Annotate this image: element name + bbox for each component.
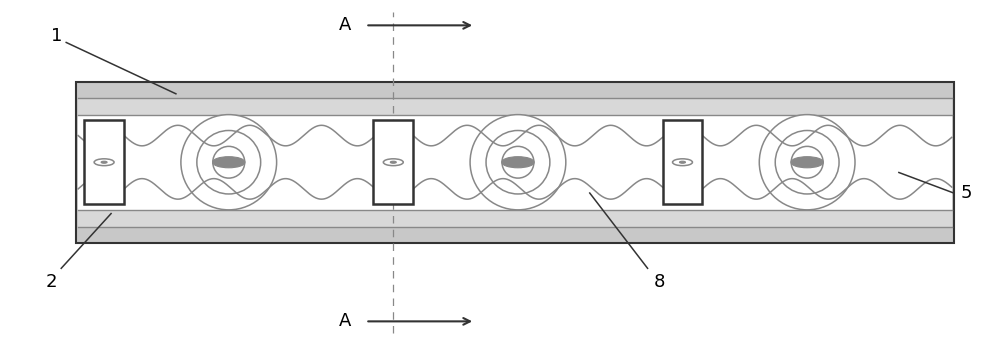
Bar [663,120,702,204]
Circle shape [383,159,403,166]
Circle shape [390,161,396,163]
Ellipse shape [775,130,839,194]
Text: 8: 8 [654,273,665,291]
Text: A: A [339,312,352,331]
Ellipse shape [181,115,277,210]
Ellipse shape [502,157,534,168]
Bar [373,120,413,204]
Bar [84,120,124,204]
Circle shape [680,161,685,163]
Text: A: A [339,16,352,34]
Ellipse shape [486,130,550,194]
Circle shape [94,159,114,166]
Ellipse shape [502,146,534,178]
Circle shape [101,161,107,163]
Ellipse shape [759,115,855,210]
Ellipse shape [197,130,261,194]
Bar [78,98,952,115]
Ellipse shape [791,157,823,168]
Ellipse shape [791,146,823,178]
Text: 2: 2 [46,273,57,291]
Text: 5: 5 [961,184,972,202]
Ellipse shape [470,115,566,210]
Ellipse shape [213,146,245,178]
Circle shape [673,159,692,166]
Bar [78,98,952,227]
Bar [78,210,952,227]
Bar [76,82,954,243]
Text: 1: 1 [51,27,62,45]
Ellipse shape [213,157,245,168]
